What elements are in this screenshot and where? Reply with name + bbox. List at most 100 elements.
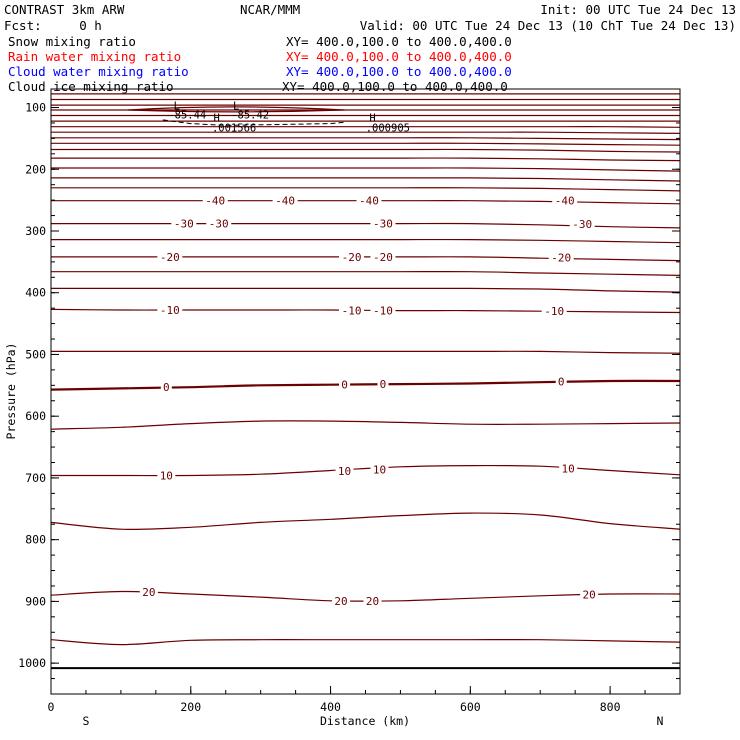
isotherm-line — [51, 256, 681, 262]
isotherm-line — [51, 238, 681, 244]
contour-label: -30 — [174, 218, 194, 231]
contour-label-bg — [339, 250, 365, 263]
contour-label: -10 — [160, 304, 180, 317]
contour-label: -20 — [551, 252, 571, 265]
field-xy-cloud-ice: XY= 400.0,100.0 to 400.0,400.0 — [282, 79, 508, 94]
contour-label-bg — [335, 465, 354, 478]
isotherm-line — [51, 187, 681, 192]
field-xy-rain: XY= 400.0,100.0 to 400.0,400.0 — [286, 49, 512, 64]
isotherm-line — [51, 271, 681, 276]
contour-label-bg — [157, 469, 176, 482]
contour-label: -30 — [572, 218, 592, 231]
x-tick-label: 400 — [320, 700, 341, 714]
contour-label: 0 — [341, 379, 348, 392]
isotherm-line — [51, 131, 681, 134]
field-xy-cloud-water: XY= 400.0,100.0 to 400.0,400.0 — [286, 64, 512, 79]
contour-label: -30 — [373, 218, 393, 231]
x-tick-label: 0 — [48, 700, 55, 714]
contour-label: 20 — [334, 595, 347, 608]
ice-mixing-contours — [162, 119, 345, 126]
extrema-mark: H — [369, 112, 375, 124]
isotherm-line — [51, 142, 681, 146]
y-tick-label: 200 — [25, 162, 46, 176]
center-name: NCAR/MMM — [240, 2, 300, 17]
contour-label: -20 — [342, 251, 362, 264]
contour-label: -10 — [544, 305, 564, 318]
contour-label: -40 — [555, 195, 575, 208]
y-tick-label: 700 — [25, 471, 46, 485]
closed-contour — [127, 106, 345, 113]
isotherm-line — [50, 287, 681, 293]
y-axis-label: Pressure (hPa) — [4, 343, 18, 440]
isotherm-line — [50, 379, 681, 391]
extrema-marks: L L-85.44 -85.42H H.001566.000905 — [168, 101, 410, 135]
contour-label-bg — [559, 462, 578, 475]
isotherm-line — [50, 464, 681, 477]
contour-label-bg — [139, 586, 158, 599]
contour-label: -20 — [373, 251, 393, 264]
isotherm-line — [50, 420, 681, 430]
y-tick-label: 400 — [25, 286, 46, 300]
contour-label: 0 — [380, 378, 387, 391]
contour-label-bg — [363, 594, 382, 607]
contour-labels: -40 -40 -40 -40-30 -30 -30 -30-20 -20 -20 -20-10-… — [139, 194, 599, 608]
contour-label-bg — [339, 304, 365, 317]
contour-label-bg — [157, 250, 183, 263]
contour-label-bg — [548, 251, 574, 264]
y-tick-label: 500 — [25, 347, 46, 361]
contour-label-bg — [370, 304, 396, 317]
contour-label: 20 — [366, 595, 379, 608]
contour-label: 20 — [142, 586, 155, 599]
contour-label-bg — [356, 194, 382, 207]
y-tick-label: 600 — [25, 409, 46, 423]
contour-label-bg — [370, 250, 396, 263]
field-name-snow: Snow mixing ratio — [8, 34, 136, 49]
extrema-mark: L — [233, 101, 239, 113]
contour-label-bg — [171, 217, 197, 230]
contour-label-bg — [370, 217, 396, 230]
south-label: S — [83, 714, 90, 728]
extrema-mark: -85.42 — [231, 109, 269, 121]
isotherm-line — [51, 167, 681, 172]
contour-label-bg — [580, 588, 599, 601]
x-axis-ticks: 0 200 400 600 800 — [48, 686, 681, 714]
extrema-mark: .001566 — [212, 122, 256, 134]
contour-label: -10 — [342, 305, 362, 318]
field-name-cloud-ice: Cloud ice mixing ratio — [8, 79, 174, 94]
extrema-mark: -85.44 — [168, 109, 206, 121]
init-time: Init: 00 UTC Tue 24 Dec 13 — [540, 2, 736, 17]
x-axis-label: Distance (km) — [320, 714, 410, 728]
contour-label: -40 — [205, 195, 225, 208]
contour-label: 0 — [163, 381, 170, 394]
forecast-hour: Fcst: 0 h — [4, 18, 102, 33]
extrema-mark: H — [213, 112, 219, 124]
y-tick-label: 100 — [25, 101, 46, 115]
contour-label: 0 — [558, 376, 565, 389]
contour-label: -40 — [359, 195, 379, 208]
x-tick-label: 600 — [460, 700, 481, 714]
y-tick-label: 900 — [25, 594, 46, 608]
dashed-contour — [162, 119, 345, 126]
isotherm-line — [50, 177, 681, 182]
extrema-mark: L — [174, 101, 180, 113]
contour-label: -30 — [209, 218, 229, 231]
contour-label-bg — [377, 378, 389, 391]
contour-label-bg — [332, 594, 351, 607]
x-tick-label: 800 — [600, 700, 621, 714]
contour-label-bg — [206, 217, 232, 230]
isotherm-line — [50, 157, 681, 162]
contour-label-bg — [339, 378, 351, 391]
y-tick-label: 800 — [25, 533, 46, 547]
isotherm-line — [51, 126, 681, 128]
contour-label: -40 — [275, 195, 295, 208]
field-name-rain: Rain water mixing ratio — [8, 49, 181, 64]
contour-label-bg — [555, 375, 567, 388]
north-label: N — [657, 714, 664, 728]
isotherm-line — [51, 137, 681, 141]
isotherm-line — [50, 639, 681, 646]
contour-label: -10 — [373, 305, 393, 318]
isotherm-line — [50, 512, 681, 531]
y-tick-label: 1000 — [18, 656, 46, 670]
contour-label: 10 — [373, 463, 386, 476]
